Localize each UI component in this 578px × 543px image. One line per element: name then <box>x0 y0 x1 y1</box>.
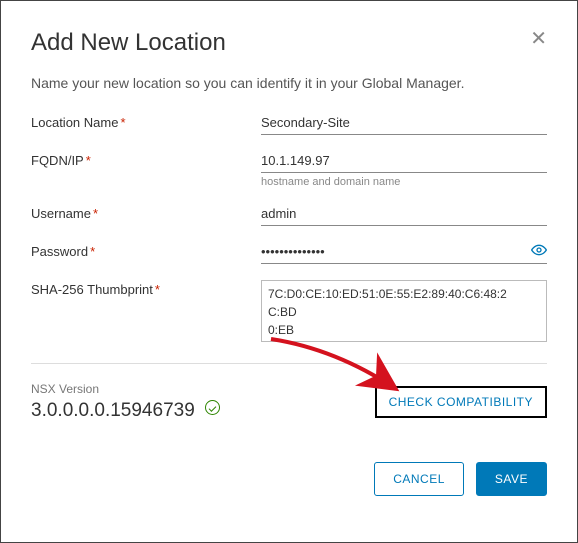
label-location-name: Location Name* <box>31 113 261 130</box>
dialog-footer: CANCEL SAVE <box>31 462 547 496</box>
label-fqdn: FQDN/IP* <box>31 151 261 168</box>
fqdn-helper: hostname and domain name <box>261 176 547 188</box>
divider <box>31 363 547 364</box>
version-row: NSX Version 3.0.0.0.0.15946739 CHECK COM… <box>31 382 547 422</box>
required-mark: * <box>155 282 160 297</box>
save-button[interactable]: SAVE <box>476 462 547 496</box>
row-location-name: Location Name* <box>31 113 547 135</box>
row-thumbprint: SHA-256 Thumbprint* <box>31 280 547 345</box>
label-username: Username* <box>31 204 261 221</box>
password-input[interactable] <box>261 242 547 264</box>
label-password: Password* <box>31 242 261 259</box>
fqdn-input[interactable] <box>261 151 547 173</box>
eye-icon[interactable] <box>531 242 547 262</box>
location-name-input[interactable] <box>261 113 547 135</box>
required-mark: * <box>90 244 95 259</box>
username-input[interactable] <box>261 204 547 226</box>
add-location-dialog: Add New Location ✕ Name your new locatio… <box>0 0 578 543</box>
row-password: Password* <box>31 242 547 264</box>
row-fqdn: FQDN/IP* hostname and domain name <box>31 151 547 188</box>
close-icon[interactable]: ✕ <box>530 29 547 49</box>
version-value: 3.0.0.0.0.15946739 <box>31 400 195 422</box>
required-mark: * <box>86 153 91 168</box>
required-mark: * <box>93 206 98 221</box>
dialog-subtitle: Name your new location so you can identi… <box>31 75 547 91</box>
check-compatibility-button[interactable]: CHECK COMPATIBILITY <box>375 386 547 418</box>
row-username: Username* <box>31 204 547 226</box>
dialog-header: Add New Location ✕ <box>31 29 547 57</box>
check-ok-icon <box>205 400 220 415</box>
dialog-title: Add New Location <box>31 29 226 57</box>
required-mark: * <box>120 115 125 130</box>
thumbprint-input[interactable] <box>261 280 547 342</box>
cancel-button[interactable]: CANCEL <box>374 462 464 496</box>
version-block: NSX Version 3.0.0.0.0.15946739 <box>31 382 220 422</box>
label-thumbprint: SHA-256 Thumbprint* <box>31 280 261 297</box>
version-label: NSX Version <box>31 382 220 396</box>
